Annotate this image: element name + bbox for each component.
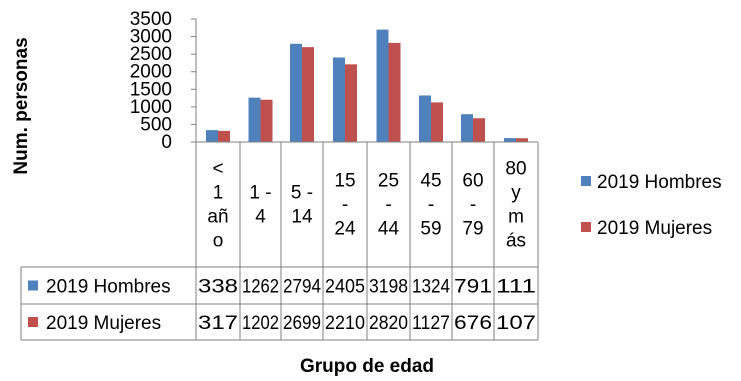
- legend-key: [581, 222, 591, 232]
- category-label: 1: [213, 183, 224, 204]
- bar-hombres: [504, 138, 516, 142]
- y-tick-label: 2500: [130, 44, 172, 65]
- table-value: 2794: [283, 277, 321, 298]
- category-label: ás: [506, 231, 526, 252]
- table-series-label: 2019 Hombres: [46, 277, 171, 298]
- table-legend-key: [28, 280, 38, 291]
- table-value: 317: [198, 313, 238, 334]
- category-label: -: [470, 195, 476, 216]
- bar-hombres: [290, 43, 302, 143]
- bars-layer: [206, 29, 528, 143]
- category-label: 60: [462, 171, 483, 192]
- category-label: -: [385, 195, 391, 216]
- bar-mujeres: [302, 47, 314, 142]
- category-label: o: [213, 231, 224, 252]
- bar-mujeres: [345, 64, 357, 142]
- category-label: 4: [255, 207, 266, 228]
- category-label: 59: [420, 219, 441, 240]
- bar-mujeres: [218, 130, 230, 142]
- bar-hombres: [248, 97, 261, 142]
- legend-label: 2019 Mujeres: [597, 218, 712, 239]
- y-tick-label: 1000: [130, 97, 172, 118]
- y-axis-title: Num. personas: [11, 37, 32, 174]
- bar-hombres: [206, 130, 218, 142]
- category-label: 79: [462, 219, 483, 240]
- category-label: 24: [334, 219, 356, 240]
- table-value: 1127: [412, 313, 450, 334]
- category-label: 1 -: [249, 183, 271, 204]
- table-value: 111: [496, 277, 536, 298]
- category-label: y: [511, 183, 521, 204]
- category-label: 15: [334, 171, 355, 192]
- y-tick-label: 500: [140, 114, 172, 135]
- bar-mujeres: [260, 99, 273, 142]
- category-label: m: [508, 207, 524, 228]
- bar-hombres: [376, 29, 389, 142]
- bar-mujeres: [388, 42, 401, 143]
- y-tick-label: 3000: [130, 27, 172, 48]
- category-label: 25: [378, 171, 399, 192]
- y-tick-label: 1500: [130, 79, 172, 100]
- category-label: <: [212, 159, 223, 180]
- bar-hombres: [461, 114, 473, 142]
- legend: 2019 Hombres 2019 Mujeres: [581, 172, 722, 239]
- table-value: 2210: [325, 313, 365, 334]
- category-label: -: [342, 195, 348, 216]
- table-value: 791: [454, 277, 492, 298]
- table-legend-key: [28, 317, 38, 327]
- category-label: añ: [207, 207, 228, 228]
- table-value: 676: [454, 313, 492, 334]
- y-tick-label: 3500: [130, 9, 172, 30]
- table-series-label: 2019 Mujeres: [46, 313, 161, 334]
- bar-hombres: [333, 57, 345, 142]
- category-label: 5 -: [291, 183, 313, 204]
- category-label: 45: [420, 171, 441, 192]
- category-label: 44: [378, 219, 400, 240]
- table-value: 338: [198, 277, 238, 298]
- table-value: 2699: [283, 313, 321, 334]
- bar-mujeres: [431, 102, 443, 142]
- table-value: 1262: [242, 277, 279, 298]
- y-tick-label: 2000: [130, 62, 172, 83]
- bar-hombres: [419, 95, 431, 142]
- table-value: 2820: [369, 313, 408, 334]
- legend-label: 2019 Hombres: [597, 172, 722, 193]
- y-tick-label: 0: [161, 132, 172, 153]
- table-value: 1202: [242, 313, 279, 334]
- table-value: 3198: [369, 277, 408, 298]
- x-axis-title: Grupo de edad: [300, 356, 434, 377]
- data-table: <1 añ o 1 - 4 5 - 14 15 - 24 25 - 44 45 - 59 60 - 79 80 ym ás…: [20, 141, 539, 341]
- table-value: 107: [496, 313, 536, 334]
- legend-key: [581, 176, 591, 186]
- bar-mujeres: [516, 138, 528, 142]
- category-label: 14: [291, 207, 313, 228]
- category-label: 80: [505, 159, 526, 180]
- category-label: -: [428, 195, 434, 216]
- table-value: 1324: [412, 277, 450, 298]
- table-value: 2405: [325, 277, 365, 298]
- bar-mujeres: [473, 118, 485, 142]
